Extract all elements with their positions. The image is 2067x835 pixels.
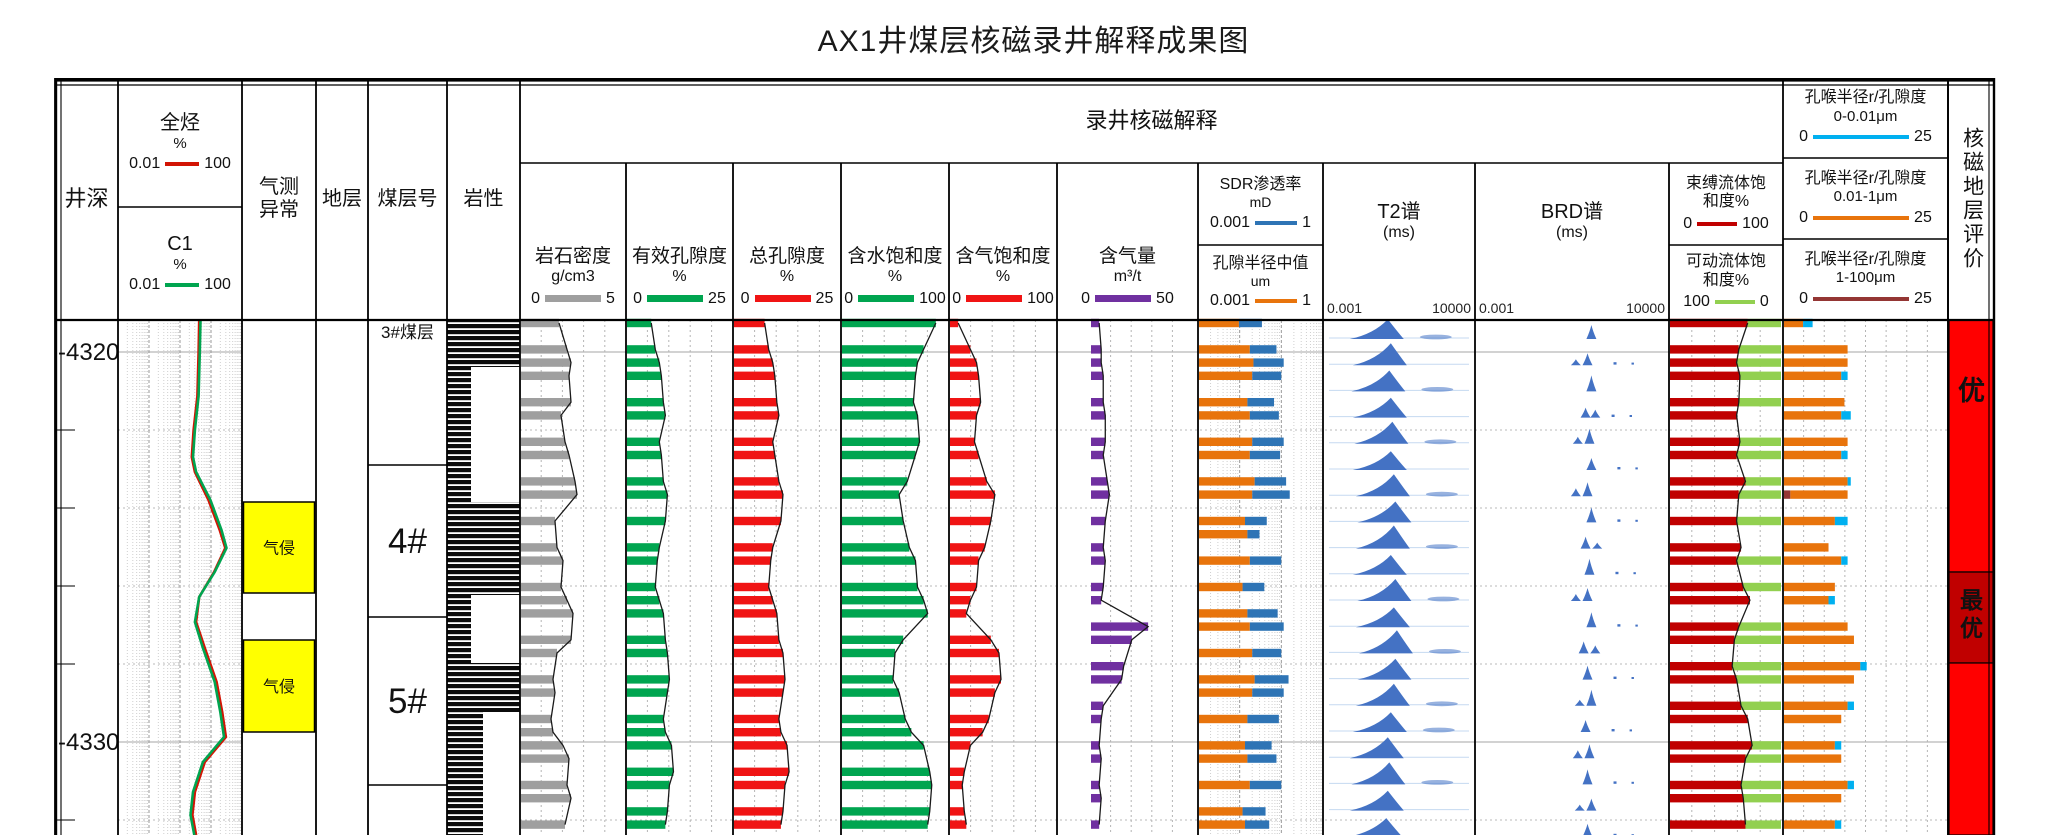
track-header-5: 含气量 m³/t 0 50	[1081, 246, 1174, 307]
gas-anomaly-zone	[242, 501, 316, 594]
col-header-evaluation: 核磁地层评价	[1960, 127, 1984, 271]
track-header-3: 含水饱和度% 0 100	[844, 246, 946, 307]
track-header-2: 总孔隙度% 0 25	[740, 246, 834, 307]
track-effective_porosity	[627, 318, 675, 829]
gas-anomaly-label: 气侵	[263, 540, 295, 558]
pore-throat-header-1: 孔喉半径r/孔隙度 0.01-1μm 0 25	[1799, 169, 1932, 226]
c1-curve	[189, 319, 228, 835]
svg-text:优: 优	[1960, 615, 1983, 641]
track-header-sdr-permeability: SDR渗透率 mD 0.001 1	[1210, 176, 1311, 231]
col-header-coal-seam-no: 煤层号	[377, 187, 438, 210]
col-header-total-hc: 全烃% 0.01 100	[129, 111, 231, 172]
evaluation-label-you: 优	[1958, 376, 1985, 406]
evaluation-zone	[1948, 662, 1994, 835]
chart-title: AX1井煤层核磁录井解释成果图	[817, 25, 1250, 58]
group-header-nmr-interpretation: 录井核磁解释	[1085, 107, 1218, 133]
coal-seam-label-partial: 3#煤层	[381, 323, 434, 342]
track-sdr-permeability	[1199, 318, 1290, 829]
track-pore-throat	[1784, 318, 1867, 829]
track-rock_density	[521, 318, 578, 829]
depth-label: -4330	[58, 729, 119, 756]
evaluation-zone	[1948, 571, 1994, 664]
evaluation-zone	[1948, 319, 1994, 573]
total-hydrocarbon-curve	[190, 319, 228, 835]
evaluation-label-zuiyou: 最	[1960, 587, 1984, 613]
track-header-t2: T2谱 (ms) 0.001 10000	[1327, 200, 1471, 316]
gas-anomaly-label: 气侵	[263, 678, 295, 696]
track-header-brd: BRD谱 (ms) 0.001 10000	[1479, 200, 1665, 316]
coal-seam-label: 4#	[388, 522, 427, 561]
track-brd-spectrum	[1570, 325, 1638, 835]
col-header-c1: C1% 0.01 100	[129, 232, 231, 293]
track-t2-spectrum	[1329, 319, 1469, 835]
depth-label: -4320	[58, 339, 119, 366]
track-header-4: 含气饱和度% 0 100	[952, 246, 1054, 307]
col-header-depth: 井深	[64, 186, 109, 212]
track-bound-movable-fluid	[1670, 318, 1781, 829]
col-header-lithology: 岩性	[463, 187, 504, 210]
track-header-0: 岩石密度 g/cm3 0 5	[531, 246, 615, 307]
pore-throat-header-2: 孔喉半径r/孔隙度 1-100μm 0 25	[1799, 250, 1932, 307]
track-total_porosity	[734, 318, 790, 829]
track-header-1: 有效孔隙度% 0 25	[631, 246, 727, 307]
track-gas_saturation	[950, 318, 1002, 829]
track-water_saturation	[842, 318, 937, 829]
coal-seam-label: 5#	[388, 682, 427, 721]
col-header-stratum: 地层	[322, 187, 362, 210]
gas-anomaly-zone	[242, 639, 316, 733]
track-header-bound-fluid: 束缚流体饱 和度% 0 100	[1683, 174, 1769, 232]
col-header-gas-anomaly: 气测 异常	[259, 176, 299, 221]
track-header-pore-radius-median: 孔隙半径中值 um 0.001 1	[1210, 254, 1311, 310]
pore-throat-header-0: 孔喉半径r/孔隙度 0-0.01μm 0 25	[1799, 89, 1932, 146]
track-header-movable-fluid: 可动流体饱 和度% 100 0	[1683, 253, 1769, 311]
track-gas_content	[1091, 318, 1150, 829]
